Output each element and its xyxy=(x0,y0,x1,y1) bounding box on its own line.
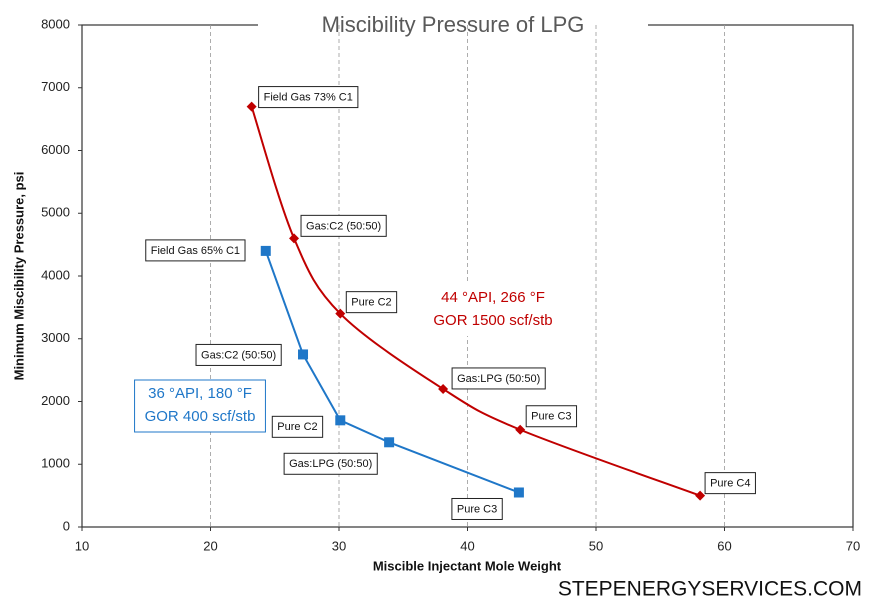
point-label: Pure C4 xyxy=(710,478,750,490)
y-tick-label: 2000 xyxy=(41,393,70,408)
y-tick-label: 4000 xyxy=(41,267,70,282)
annotation-text: 36 °API, 180 °F xyxy=(148,385,252,402)
annotation-text: GOR 1500 scf/stb xyxy=(433,312,552,329)
point-label: Gas:C2 (50:50) xyxy=(201,349,276,361)
annotation-text: 44 °API, 266 °F xyxy=(441,289,545,306)
marker xyxy=(246,101,257,112)
point-label: Pure C3 xyxy=(457,503,497,515)
point-label-box xyxy=(145,239,246,262)
y-tick-label: 0 xyxy=(63,518,70,533)
point-label-box xyxy=(704,472,756,495)
point-label-box xyxy=(300,214,387,237)
x-tick-label: 10 xyxy=(75,538,89,553)
point-label: Gas:LPG (50:50) xyxy=(457,373,540,385)
y-tick-label: 1000 xyxy=(41,456,70,471)
point-label: Pure C2 xyxy=(351,297,391,309)
point-label-box xyxy=(451,367,546,390)
marker xyxy=(695,490,706,501)
title-background xyxy=(258,10,648,40)
point-label-box xyxy=(195,343,282,366)
y-axis-label: Minimum Miscibility Pressure, psi xyxy=(11,172,26,381)
x-tick-label: 20 xyxy=(203,538,217,553)
x-tick-label: 30 xyxy=(332,538,346,553)
x-tick-label: 60 xyxy=(717,538,731,553)
annotation-box xyxy=(134,379,266,433)
point-label: Pure C3 xyxy=(531,411,571,423)
point-label-box xyxy=(345,291,398,314)
point-label-box xyxy=(283,452,378,475)
point-label-box xyxy=(258,86,359,109)
y-tick-label: 5000 xyxy=(41,205,70,220)
marker xyxy=(384,437,395,448)
plot-frame xyxy=(81,24,854,528)
annotation-box xyxy=(423,284,563,336)
marker xyxy=(515,424,526,435)
marker xyxy=(335,308,346,319)
watermark: STEPENERGYSERVICES.COM xyxy=(558,578,862,601)
x-axis-label: Miscible Injectant Mole Weight xyxy=(373,558,562,573)
marker xyxy=(298,349,309,360)
y-tick-label: 7000 xyxy=(41,79,70,94)
marker xyxy=(513,487,524,498)
point-label: Gas:LPG (50:50) xyxy=(289,458,372,470)
annotation-text: GOR 400 scf/stb xyxy=(145,408,256,425)
y-tick-label: 6000 xyxy=(41,142,70,157)
point-label: Pure C2 xyxy=(277,421,317,433)
point-label-box xyxy=(451,497,503,520)
series-line xyxy=(250,106,701,497)
chart-title: Miscibility Pressure of LPG xyxy=(322,12,585,37)
point-label-box xyxy=(525,405,578,428)
y-tick-label: 3000 xyxy=(41,330,70,345)
y-tick-label: 8000 xyxy=(41,16,70,31)
x-tick-label: 70 xyxy=(846,538,860,553)
marker xyxy=(335,415,346,426)
point-label: Field Gas 73% C1 xyxy=(264,91,353,103)
x-tick-label: 50 xyxy=(589,538,603,553)
point-label-box xyxy=(271,415,324,438)
marker xyxy=(438,383,449,394)
marker xyxy=(260,245,271,256)
point-label: Gas:C2 (50:50) xyxy=(306,220,381,232)
point-label: Field Gas 65% C1 xyxy=(151,245,240,257)
marker xyxy=(289,233,300,244)
x-tick-label: 40 xyxy=(460,538,474,553)
